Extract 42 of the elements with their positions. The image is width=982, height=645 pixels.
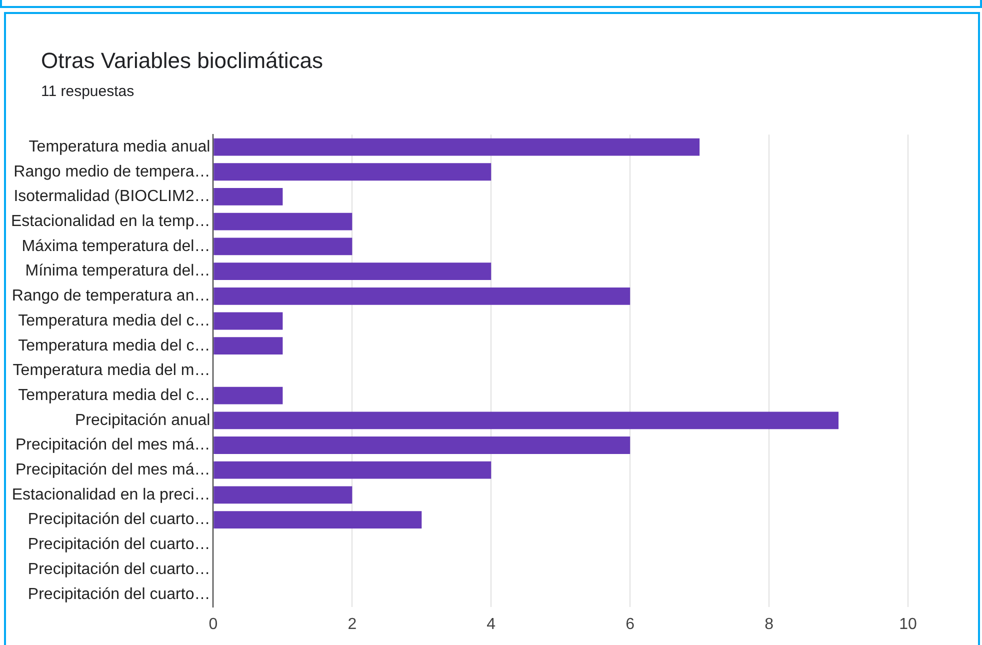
x-tick-label: 10: [899, 616, 917, 633]
bar: [214, 436, 630, 454]
bar: [214, 163, 492, 181]
bar: [214, 486, 352, 504]
y-tick-label: Precipitación del mes má…: [15, 436, 210, 454]
bar: [214, 138, 700, 156]
bar: [214, 212, 352, 230]
x-tick-label: 6: [626, 616, 635, 633]
text: 11 respuestas: [41, 83, 134, 100]
bar: [214, 511, 422, 529]
x-tick-label: 8: [764, 616, 774, 633]
y-tick-label: Estacionalidad en la temp…: [10, 212, 210, 230]
y-tick-label: Rango de temperatura an…: [12, 288, 210, 305]
y-tick-label: Temperatura media del c…: [18, 337, 210, 354]
y-tick-label: Precipitación del cuarto…: [28, 560, 210, 578]
bar: [214, 412, 839, 430]
y-tick-label: Rango medio de tempera…: [14, 163, 210, 180]
y-tick-label: Temperatura media anual: [28, 138, 210, 156]
bar: [214, 262, 492, 280]
bar: [214, 337, 283, 355]
x-tick-label: 2: [348, 616, 357, 633]
x-tick-label: 4: [486, 616, 496, 633]
x-tick-label: 0: [208, 616, 218, 633]
y-tick-label: Isotermalidad (BIOCLIM2…: [14, 188, 210, 206]
bar: [214, 312, 283, 330]
bar: [214, 461, 492, 479]
bar: [214, 386, 283, 404]
y-tick-label: Estacionalidad en la preci…: [12, 486, 210, 504]
bar: [214, 238, 352, 256]
y-tick-label: Temperatura media del m…: [12, 362, 210, 380]
bar: [214, 188, 283, 206]
y-tick-label: Temperatura media del c…: [18, 386, 210, 404]
y-tick-label: Mínima temperatura del…: [25, 262, 210, 280]
bar: [214, 287, 630, 305]
chart-title: Otras Variables bioclimáticas: [41, 48, 324, 74]
y-tick-label: Máxima temperatura del…: [22, 238, 210, 255]
y-tick-label: Precipitación del cuarto…: [28, 586, 210, 603]
y-tick-label: Temperatura media del c…: [18, 312, 210, 330]
y-tick-label: Precipitación del cuarto…: [28, 511, 210, 528]
y-tick-label: Precipitación del mes má…: [15, 462, 210, 479]
y-tick-label: Precipitación del cuarto…: [28, 536, 210, 554]
y-tick-label: Precipitación anual: [75, 412, 210, 429]
